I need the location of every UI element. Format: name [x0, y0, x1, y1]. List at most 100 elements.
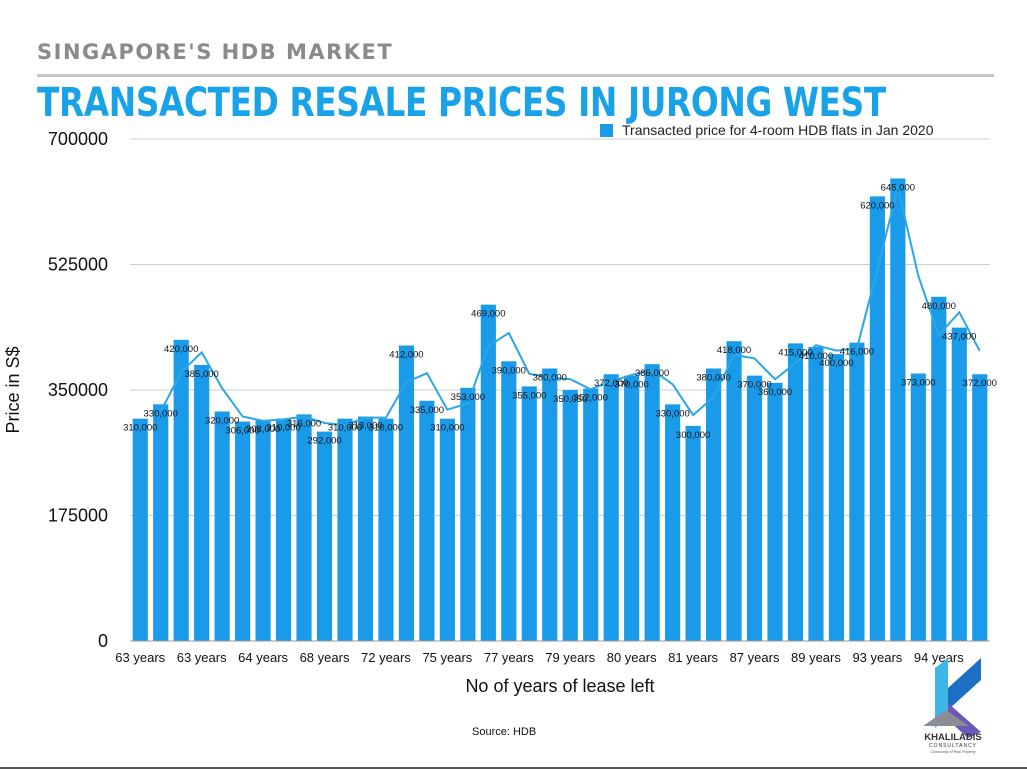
data-label: 480,000 — [922, 301, 956, 312]
x-tick-label: 63 years — [177, 650, 227, 665]
chart-legend: Transacted price for 4-room HDB flats in… — [600, 122, 934, 138]
trend-line — [159, 187, 981, 427]
data-label: 373,000 — [901, 378, 935, 389]
bar — [214, 411, 230, 641]
bar — [542, 368, 558, 641]
bar — [787, 343, 804, 641]
bar — [869, 196, 885, 641]
bar — [562, 389, 578, 641]
bar — [624, 375, 640, 641]
bar — [972, 374, 988, 641]
bar — [194, 364, 210, 641]
data-label: 415,000 — [778, 347, 812, 358]
data-label: 350,050 — [553, 394, 587, 405]
bar — [316, 431, 333, 641]
data-label: 385,000 — [184, 369, 218, 380]
bottom-rule — [0, 767, 1027, 769]
data-label: 313,000 — [348, 421, 382, 432]
legend-swatch — [600, 123, 613, 137]
data-label: 316,000 — [287, 418, 321, 429]
x-tick-label: 63 years — [115, 650, 165, 665]
bar — [890, 178, 906, 641]
bar — [583, 388, 599, 641]
bar — [849, 342, 865, 641]
bar — [931, 296, 947, 641]
data-label: 292,000 — [307, 436, 341, 447]
bar — [460, 387, 476, 641]
data-label: 416,000 — [840, 347, 874, 358]
bar — [255, 420, 271, 641]
data-label: 352,000 — [574, 393, 608, 404]
bar — [480, 304, 496, 641]
x-tick-label: 77 years — [484, 650, 534, 665]
data-label: 380,000 — [533, 372, 567, 383]
bar — [439, 418, 455, 641]
bar — [644, 364, 660, 641]
data-label: 335,000 — [410, 405, 444, 416]
y-tick-label: 700000 — [48, 129, 108, 149]
data-label: 620,000 — [860, 200, 894, 211]
data-label: 310,000 — [369, 423, 403, 434]
data-label: 308,000 — [246, 424, 280, 435]
bar — [808, 346, 824, 641]
bar — [705, 368, 722, 641]
data-label: 355,000 — [512, 390, 546, 401]
data-label: 300,000 — [676, 430, 710, 441]
data-label: 360,000 — [758, 387, 792, 398]
data-label: 370,000 — [737, 380, 771, 391]
data-label: 353,000 — [451, 392, 485, 403]
data-label: 390,000 — [492, 365, 526, 376]
y-tick-label: 525000 — [48, 255, 108, 275]
data-label: 310,000 — [266, 423, 300, 434]
bar — [828, 354, 845, 641]
data-label: 420,000 — [164, 344, 198, 355]
data-label: 418,000 — [717, 345, 751, 356]
data-label: 310,000 — [430, 423, 464, 434]
data-label: 320,000 — [205, 416, 239, 427]
source-note: Source: HDB — [472, 726, 537, 738]
x-tick-label: 72 years — [361, 650, 411, 665]
data-label: 310,000 — [123, 423, 157, 434]
data-label: 370,000 — [614, 380, 648, 391]
bar — [951, 327, 967, 641]
x-tick-label: 75 years — [422, 650, 472, 665]
bar — [132, 418, 148, 641]
y-axis-title: Price in S$ — [3, 346, 23, 433]
x-tick-label: 68 years — [300, 650, 350, 665]
data-label: 380,000 — [696, 372, 730, 383]
header-rule — [37, 74, 994, 77]
bar — [235, 421, 251, 641]
x-tick-label: 80 years — [607, 650, 657, 665]
y-tick-label: 350000 — [48, 380, 108, 400]
data-label: 330,000 — [655, 408, 689, 419]
kicker-title: SINGAPORE'S HDB MARKET — [37, 40, 394, 64]
bar — [685, 425, 701, 641]
logo-tagline: Community of Real Property — [930, 750, 975, 754]
data-label: 372,000 — [963, 378, 997, 389]
data-label: 310,000 — [328, 423, 362, 434]
data-label: 306,000 — [225, 426, 259, 437]
bar — [275, 418, 292, 641]
bar — [173, 339, 189, 641]
data-label: 400,000 — [819, 358, 853, 369]
data-label: 386,000 — [635, 368, 669, 379]
x-tick-label: 87 years — [730, 650, 780, 665]
page-title: TRANSACTED RESALE PRICES IN JURONG WEST — [37, 80, 886, 126]
data-label: 437,000 — [942, 332, 976, 343]
bar — [767, 382, 783, 641]
data-label: 410,000 — [799, 351, 833, 362]
bar — [910, 373, 926, 641]
data-label: 372,000 — [594, 378, 628, 389]
x-axis-title: No of years of lease left — [465, 676, 654, 696]
x-tick-label: 94 years — [914, 650, 964, 665]
x-tick-label: 79 years — [545, 650, 595, 665]
data-label: 330,000 — [144, 408, 178, 419]
x-tick-label: 64 years — [238, 650, 288, 665]
company-logo: KHALILADIS CONSULTANCY Community of Real… — [923, 658, 982, 754]
x-tick-label: 89 years — [791, 650, 841, 665]
x-tick-label: 93 years — [852, 650, 902, 665]
bar — [521, 386, 537, 641]
bar — [153, 404, 169, 641]
bar — [398, 345, 415, 641]
bar — [501, 361, 517, 641]
